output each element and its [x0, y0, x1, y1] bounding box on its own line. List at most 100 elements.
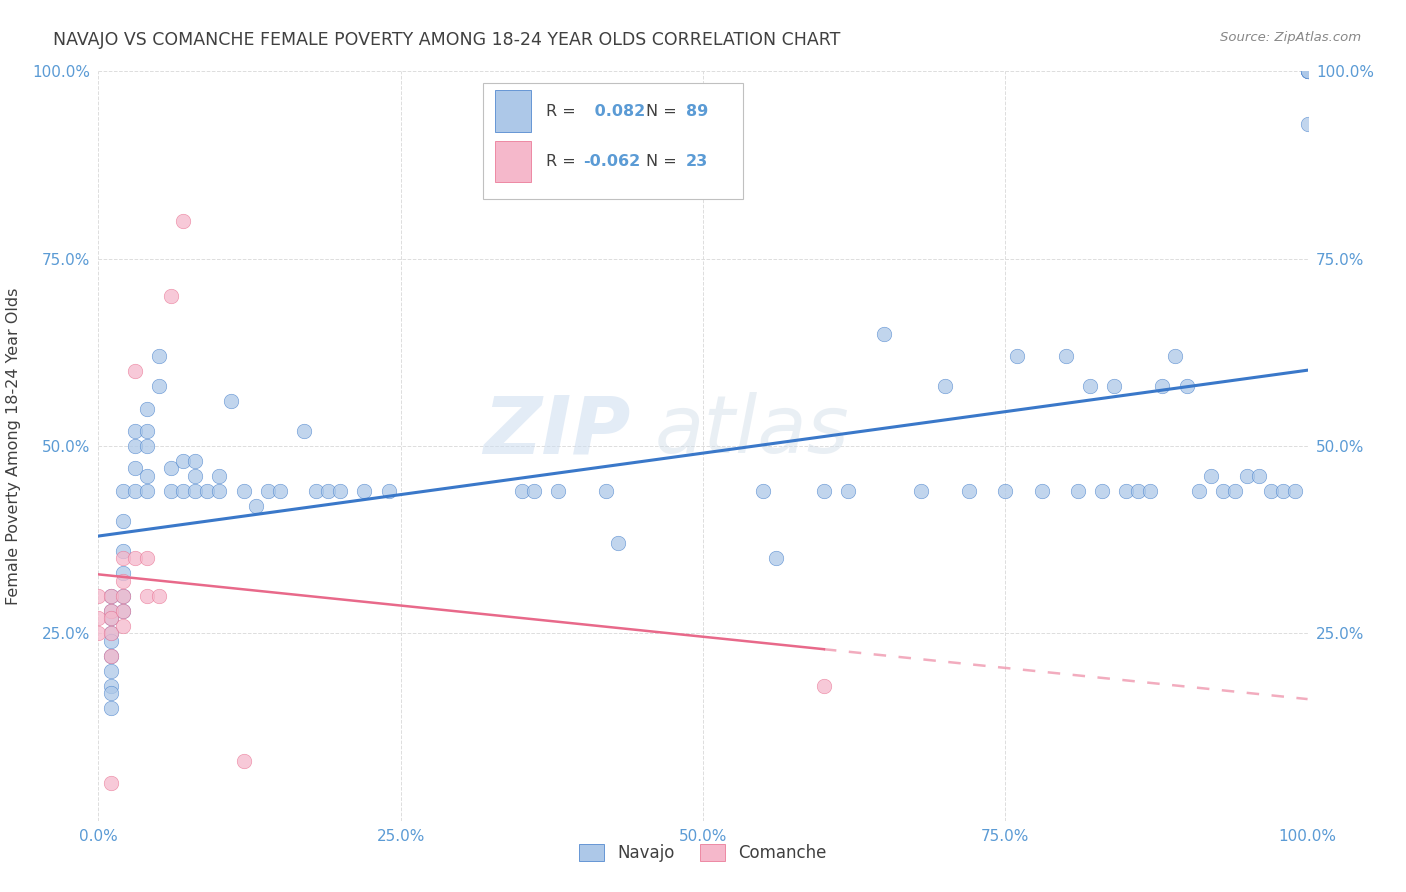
Point: [100, 626, 122, 640]
Point: [305, 483, 328, 498]
Point: [910, 483, 932, 498]
Point: [523, 483, 546, 498]
Point: [256, 483, 278, 498]
Point: [100, 589, 122, 603]
Point: [377, 483, 399, 498]
Point: [1031, 483, 1053, 498]
Point: [269, 483, 291, 498]
Point: [111, 589, 134, 603]
Point: [510, 483, 533, 498]
FancyBboxPatch shape: [495, 141, 531, 182]
Point: [184, 483, 207, 498]
Point: [111, 551, 134, 566]
Point: [148, 379, 170, 393]
Point: [87, 611, 110, 625]
Point: [87, 589, 110, 603]
Point: [184, 469, 207, 483]
Point: [595, 483, 617, 498]
Text: 89: 89: [686, 103, 709, 119]
Text: Source: ZipAtlas.com: Source: ZipAtlas.com: [1220, 31, 1361, 45]
Point: [100, 611, 122, 625]
Point: [111, 604, 134, 618]
Point: [111, 566, 134, 581]
Point: [160, 461, 183, 475]
Point: [1296, 64, 1319, 78]
Point: [100, 604, 122, 618]
Point: [111, 589, 134, 603]
Point: [1199, 469, 1222, 483]
Text: N =: N =: [647, 153, 682, 169]
Point: [1249, 469, 1271, 483]
Point: [208, 469, 231, 483]
Point: [135, 551, 157, 566]
Point: [100, 686, 122, 700]
Point: [232, 483, 254, 498]
Point: [1296, 117, 1319, 131]
Point: [837, 483, 859, 498]
Point: [873, 326, 896, 341]
Point: [100, 611, 122, 625]
Text: R =: R =: [546, 103, 581, 119]
Text: atlas: atlas: [655, 392, 849, 470]
Point: [172, 483, 194, 498]
Point: [124, 439, 146, 453]
Point: [1296, 64, 1319, 78]
Point: [100, 589, 122, 603]
Text: R =: R =: [546, 153, 581, 169]
Point: [245, 499, 267, 513]
Point: [1054, 349, 1077, 363]
Point: [607, 536, 630, 550]
Point: [752, 483, 775, 498]
Point: [1078, 379, 1101, 393]
Point: [100, 648, 122, 663]
Point: [100, 701, 122, 715]
Point: [1212, 483, 1234, 498]
Point: [135, 589, 157, 603]
Point: [1296, 64, 1319, 78]
Point: [1152, 379, 1174, 393]
Point: [87, 626, 110, 640]
Point: [124, 364, 146, 378]
Point: [1007, 349, 1029, 363]
Text: 0.082: 0.082: [589, 103, 645, 119]
Point: [100, 633, 122, 648]
Point: [111, 574, 134, 588]
Point: [124, 483, 146, 498]
Point: [547, 483, 569, 498]
Point: [1139, 483, 1161, 498]
Point: [292, 424, 315, 438]
Point: [208, 483, 231, 498]
Point: [100, 679, 122, 693]
Point: [1091, 483, 1114, 498]
Legend: Navajo, Comanche: Navajo, Comanche: [572, 837, 834, 869]
Point: [813, 483, 835, 498]
Point: [1236, 469, 1258, 483]
Point: [765, 551, 787, 566]
Point: [221, 394, 243, 409]
Point: [148, 349, 170, 363]
FancyBboxPatch shape: [482, 83, 742, 199]
Point: [994, 483, 1017, 498]
Text: ZIP: ZIP: [484, 392, 630, 470]
Point: [100, 776, 122, 790]
Point: [1296, 64, 1319, 78]
Text: NAVAJO VS COMANCHE FEMALE POVERTY AMONG 18-24 YEAR OLDS CORRELATION CHART: NAVAJO VS COMANCHE FEMALE POVERTY AMONG …: [53, 31, 841, 49]
Point: [329, 483, 352, 498]
Point: [1260, 483, 1282, 498]
Point: [1115, 483, 1137, 498]
Point: [172, 454, 194, 468]
Point: [111, 544, 134, 558]
Point: [124, 461, 146, 475]
Point: [148, 589, 170, 603]
Point: [1067, 483, 1090, 498]
Y-axis label: Female Poverty Among 18-24 Year Olds: Female Poverty Among 18-24 Year Olds: [6, 287, 21, 605]
Point: [1284, 483, 1306, 498]
Point: [111, 514, 134, 528]
Point: [124, 424, 146, 438]
Point: [111, 483, 134, 498]
Point: [934, 379, 956, 393]
Point: [353, 483, 375, 498]
Point: [111, 619, 134, 633]
Point: [1102, 379, 1125, 393]
FancyBboxPatch shape: [495, 90, 531, 132]
